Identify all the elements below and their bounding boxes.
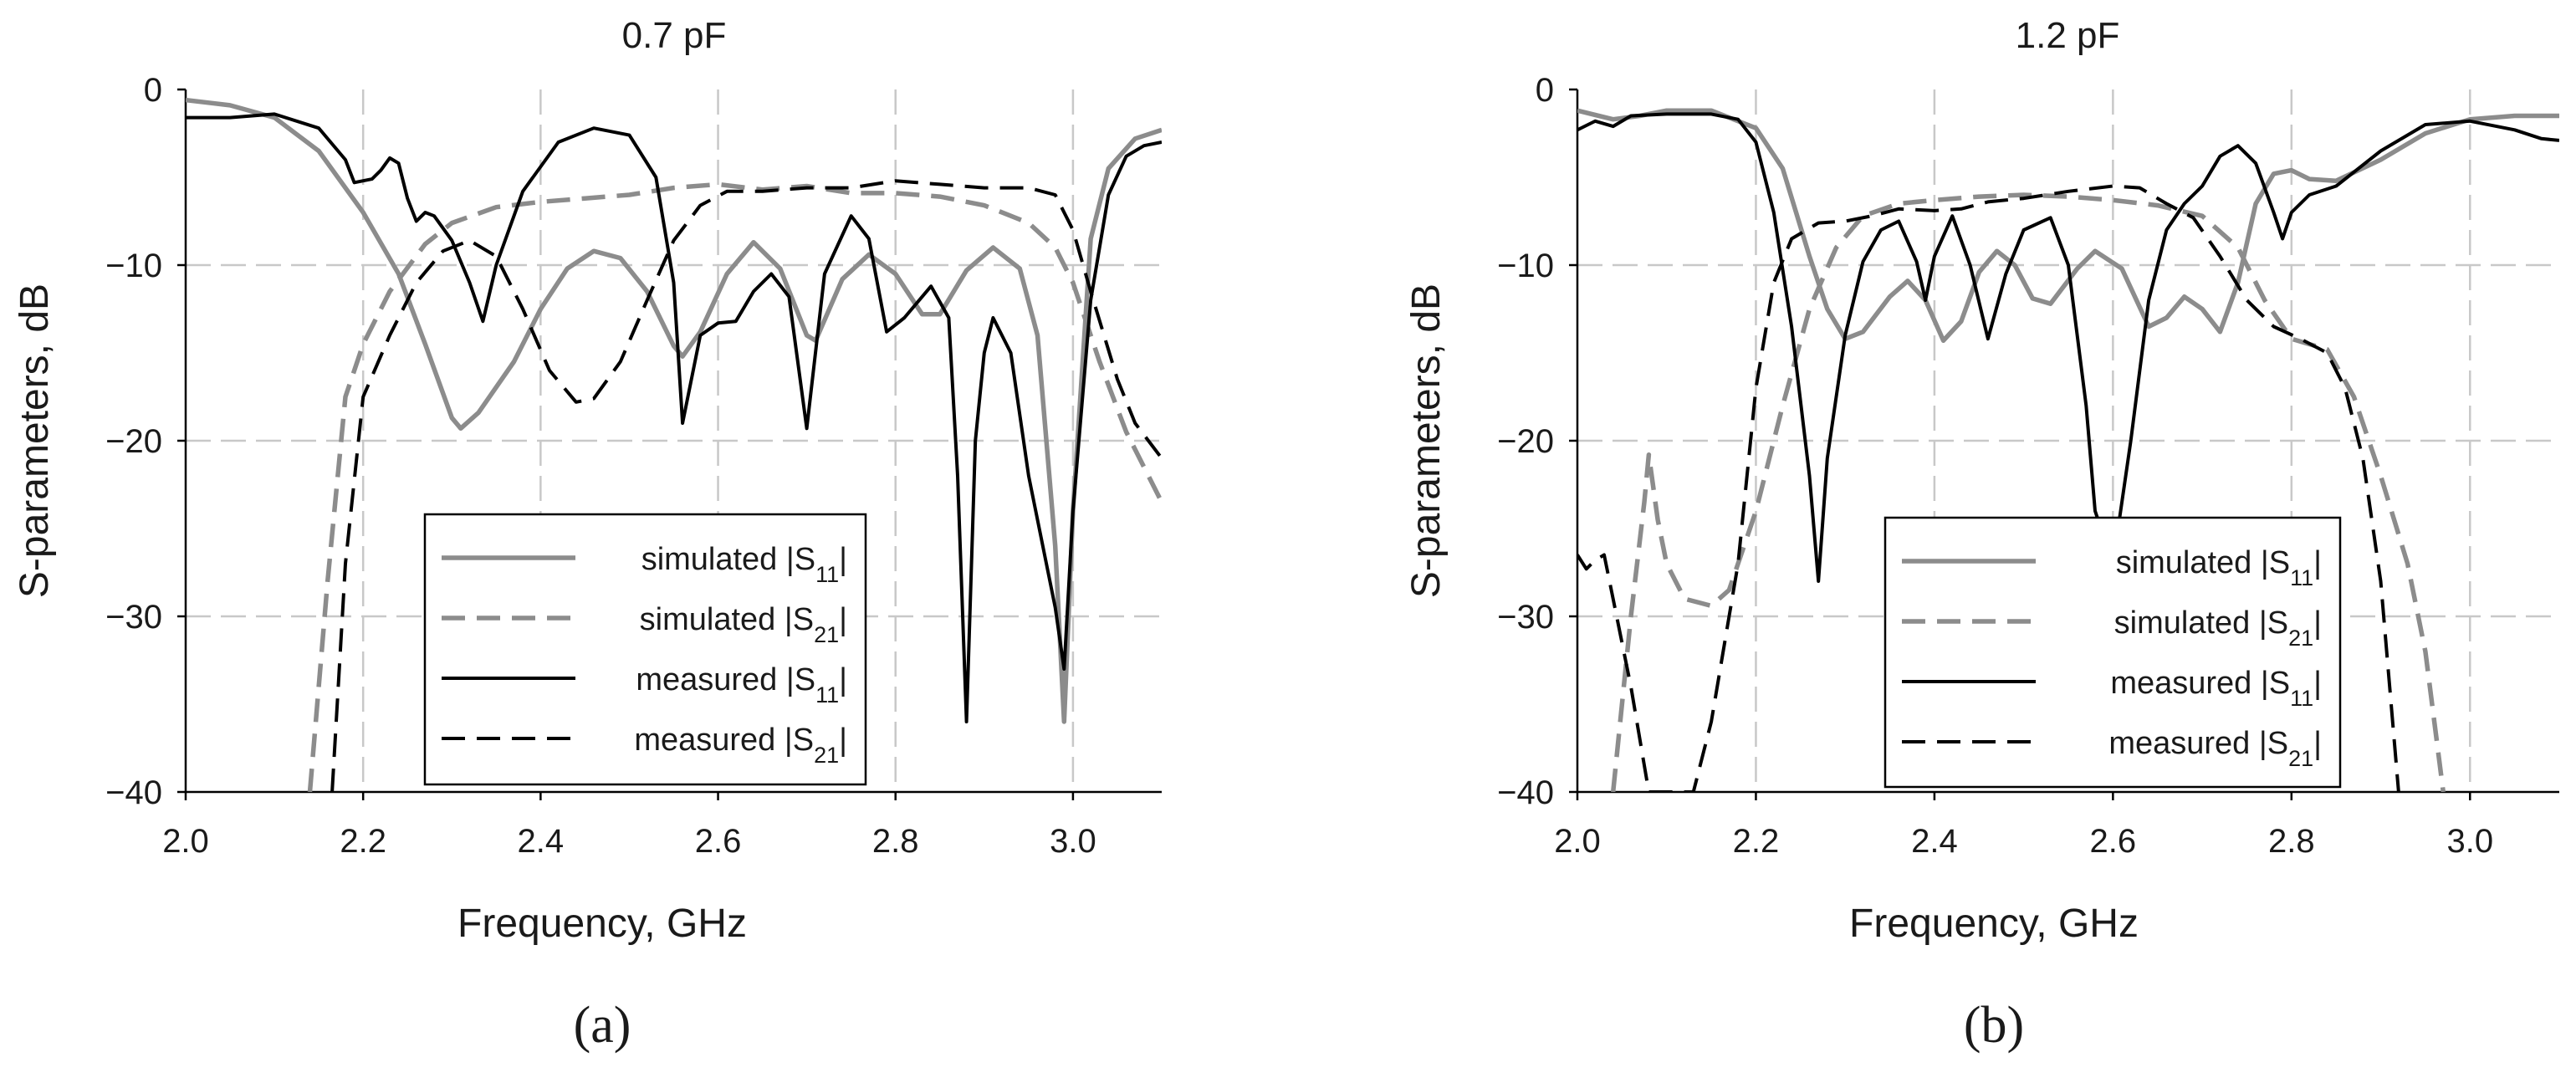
series-line-simulated-s11 [1577, 108, 2559, 344]
plot-area [186, 97, 1162, 792]
legend-entry: measured |S11| [636, 662, 847, 708]
legend-entry-text: measured |S [636, 662, 815, 697]
x-axis-label: Frequency, GHz [457, 902, 747, 946]
x-tick-label: 2.0 [162, 823, 209, 860]
legend-entry-suffix: | [2313, 666, 2322, 701]
chart-panel-b: 2.0 2.2 2.4 2.6 2.8 3.0 0 −10 −20 −30 −40 1.2 pF Fre… [1404, 15, 2559, 1054]
legend-entry: simulated |S11| [641, 542, 847, 587]
series-line-measured-s11 [1577, 112, 2559, 583]
legend-entry-subscript: 11 [2290, 686, 2313, 711]
x-tick-label: 2.2 [1733, 823, 1780, 860]
y-tick-label: 0 [1536, 72, 1554, 109]
legend-entry: measured |S11| [2110, 666, 2322, 711]
legend-entry-suffix: | [839, 662, 847, 697]
legend-entry-text: measured |S [2108, 726, 2288, 761]
x-tick-label: 2.4 [1911, 823, 1958, 860]
y-tick-label: −10 [1497, 248, 1554, 284]
y-axis-label: S-parameters, dB [1404, 284, 1449, 598]
legend-entry-subscript: 11 [2290, 565, 2313, 590]
legend-entry-subscript: 11 [815, 562, 839, 587]
legend-entry-text: simulated |S [641, 542, 815, 577]
series-line-simulated-s11 [186, 97, 1162, 724]
legend-entry: measured |S21| [2108, 726, 2322, 771]
legend-entry-subscript: 11 [815, 682, 839, 708]
x-axis-label: Frequency, GHz [1849, 902, 2139, 946]
legend-entry-text: measured |S [634, 723, 814, 758]
legend-entry-suffix: | [839, 723, 847, 758]
y-axis-label: S-parameters, dB [13, 284, 57, 598]
legend-entry: measured |S21| [634, 723, 847, 768]
y-tick-label: −20 [105, 423, 162, 460]
x-tick-label: 2.6 [2090, 823, 2137, 860]
legend-entry: simulated |S11| [2116, 545, 2322, 590]
y-tick-label: 0 [144, 72, 162, 109]
y-tick-label: −40 [1497, 774, 1554, 811]
legend-entry-suffix: | [2313, 726, 2322, 761]
series-line-simulated-s21 [1610, 192, 2446, 792]
legend-entry-text: simulated |S [2116, 545, 2290, 580]
legend-entry-text: simulated |S [640, 602, 814, 637]
chart-panel-a: 2.0 2.2 2.4 2.6 2.8 3.0 0 −10 −20 −30 −40 0.7 pF Fre… [13, 15, 1162, 1054]
series-line-measured-s11 [186, 112, 1162, 723]
chart-title: 1.2 pF [2016, 15, 2120, 56]
x-tick-label: 2.6 [695, 823, 742, 860]
legend-entry-subscript: 21 [2288, 626, 2313, 651]
y-tick-label: −10 [105, 248, 162, 284]
y-tick-label: −40 [105, 774, 162, 811]
legend: simulated |S11|simulated |S21|measured |… [1883, 516, 2342, 789]
y-tick-label: −30 [1497, 599, 1554, 636]
y-tick-label: −30 [105, 599, 162, 636]
legend-entry-suffix: | [2313, 545, 2322, 580]
x-tick-label: 3.0 [2446, 823, 2493, 860]
panel-label: (b) [1964, 997, 2024, 1054]
x-tick-label: 2.4 [518, 823, 565, 860]
legend-entry: simulated |S21| [640, 602, 847, 647]
y-tick-label: −20 [1497, 423, 1554, 460]
x-tick-label: 3.0 [1050, 823, 1096, 860]
x-tick-label: 2.8 [2268, 823, 2315, 860]
legend-entry-text: measured |S [2110, 666, 2290, 701]
series-line-simulated-s21 [307, 181, 1162, 792]
legend-entry-suffix: | [2313, 605, 2322, 641]
legend-entry: simulated |S21| [2114, 605, 2322, 651]
legend: simulated |S11|simulated |S21|measured |… [423, 513, 867, 786]
x-tick-label: 2.0 [1554, 823, 1601, 860]
x-tick-label: 2.2 [340, 823, 386, 860]
series-line-measured-s21 [1577, 184, 2400, 792]
panel-label: (a) [574, 997, 631, 1054]
legend-entry-suffix: | [839, 602, 847, 637]
chart-title: 0.7 pF [622, 15, 727, 56]
plot-area [1577, 108, 2559, 792]
legend-entry-text: simulated |S [2114, 605, 2288, 641]
legend-entry-subscript: 21 [814, 622, 839, 647]
x-tick-label: 2.8 [872, 823, 919, 860]
legend-entry-subscript: 21 [814, 743, 839, 768]
legend-entry-suffix: | [839, 542, 847, 577]
legend-entry-subscript: 21 [2288, 746, 2313, 771]
